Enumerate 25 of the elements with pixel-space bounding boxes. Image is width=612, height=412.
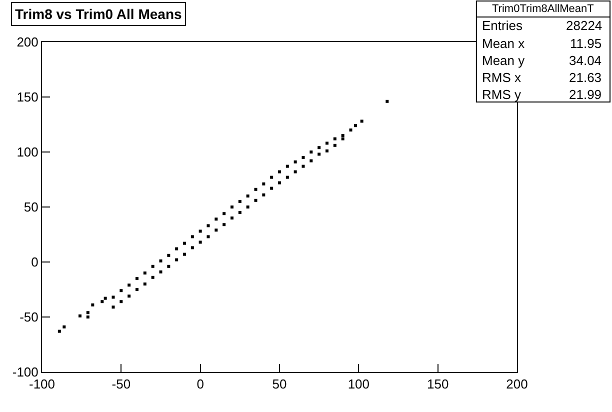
y-tick-label: 50 [24, 200, 38, 215]
annotation: RMS x [482, 70, 522, 85]
chart-title: Trim8 vs Trim0 All Means [15, 6, 182, 22]
text: 11.95 [570, 36, 602, 51]
y-tick-label: -100 [12, 364, 38, 380]
annotation: Mean y [482, 53, 526, 68]
y-tick-label: 0 [31, 254, 38, 270]
text: Entries [482, 18, 523, 33]
x-tick-label: 0 [196, 376, 204, 392]
y-tick-label: -50 [20, 310, 38, 325]
text: 28224 [566, 18, 602, 33]
y-tick-label: 200 [16, 34, 38, 50]
annotation: Mean x [482, 36, 526, 51]
y-tick-label: 150 [16, 90, 38, 105]
x-tick-label: 50 [272, 376, 287, 392]
y-tick-label: 100 [16, 144, 38, 160]
x-tick-label: -50 [112, 376, 131, 392]
text: 21.63 [569, 70, 602, 85]
text: Trim0Trim8AllMeanT [492, 3, 594, 15]
x-tick-label: 150 [426, 376, 449, 392]
text: 21.99 [569, 87, 602, 102]
x-tick-label: 100 [348, 376, 370, 392]
x-tick-label: 200 [506, 376, 528, 392]
annotation: RMS y [482, 87, 522, 102]
text: 34.04 [569, 53, 602, 68]
